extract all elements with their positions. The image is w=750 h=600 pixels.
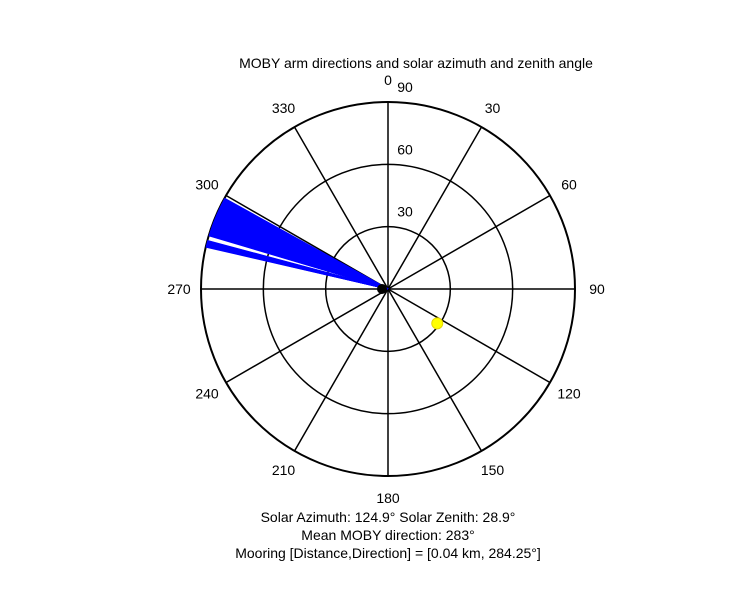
radial-tick-label: 60 <box>397 141 413 157</box>
angle-tick-label: 30 <box>485 100 501 116</box>
polar-grid <box>200 101 576 477</box>
moby-center-marker <box>377 284 387 294</box>
grid-spoke-150 <box>387 288 483 452</box>
grid-spoke-60 <box>387 194 551 290</box>
mooring-caption: Mooring [Distance,Direction] = [0.04 km,… <box>235 545 541 561</box>
grid-spoke-330 <box>293 126 389 290</box>
angle-tick-label: 210 <box>272 462 296 478</box>
angle-tick-label: 240 <box>195 386 219 402</box>
angle-tick-label: 0 <box>384 72 392 88</box>
solar-caption: Solar Azimuth: 124.9° Solar Zenith: 28.9… <box>260 509 516 525</box>
grid-spoke-120 <box>387 288 551 384</box>
angle-tick-label: 300 <box>195 177 219 193</box>
radial-tick-label: 30 <box>397 204 413 220</box>
mean-direction-caption: Mean MOBY direction: 283° <box>301 527 475 543</box>
sun-position-series <box>431 317 444 330</box>
sun-position-marker <box>431 317 444 330</box>
chart-title: MOBY arm directions and solar azimuth an… <box>239 55 593 71</box>
arm-directions-series <box>205 197 389 294</box>
arm-direction-line <box>224 197 389 290</box>
angle-tick-label: 180 <box>376 490 400 506</box>
angle-tick-label: 270 <box>167 281 191 297</box>
angle-tick-label: 120 <box>557 386 581 402</box>
grid-spoke-30 <box>387 126 483 290</box>
radial-tick-label: 90 <box>397 79 413 95</box>
grid-spoke-210 <box>293 288 389 452</box>
angle-tick-label: 330 <box>272 100 296 116</box>
arm-direction-line <box>207 239 389 290</box>
angle-tick-label: 60 <box>561 177 577 193</box>
angle-tick-label: 90 <box>589 281 605 297</box>
angle-tick-label: 150 <box>481 462 505 478</box>
tick-labels: 0 30 60 90 120 150 180 210 240 270 300 330 30 60 90 <box>167 72 605 506</box>
grid-spoke-240 <box>225 288 389 384</box>
